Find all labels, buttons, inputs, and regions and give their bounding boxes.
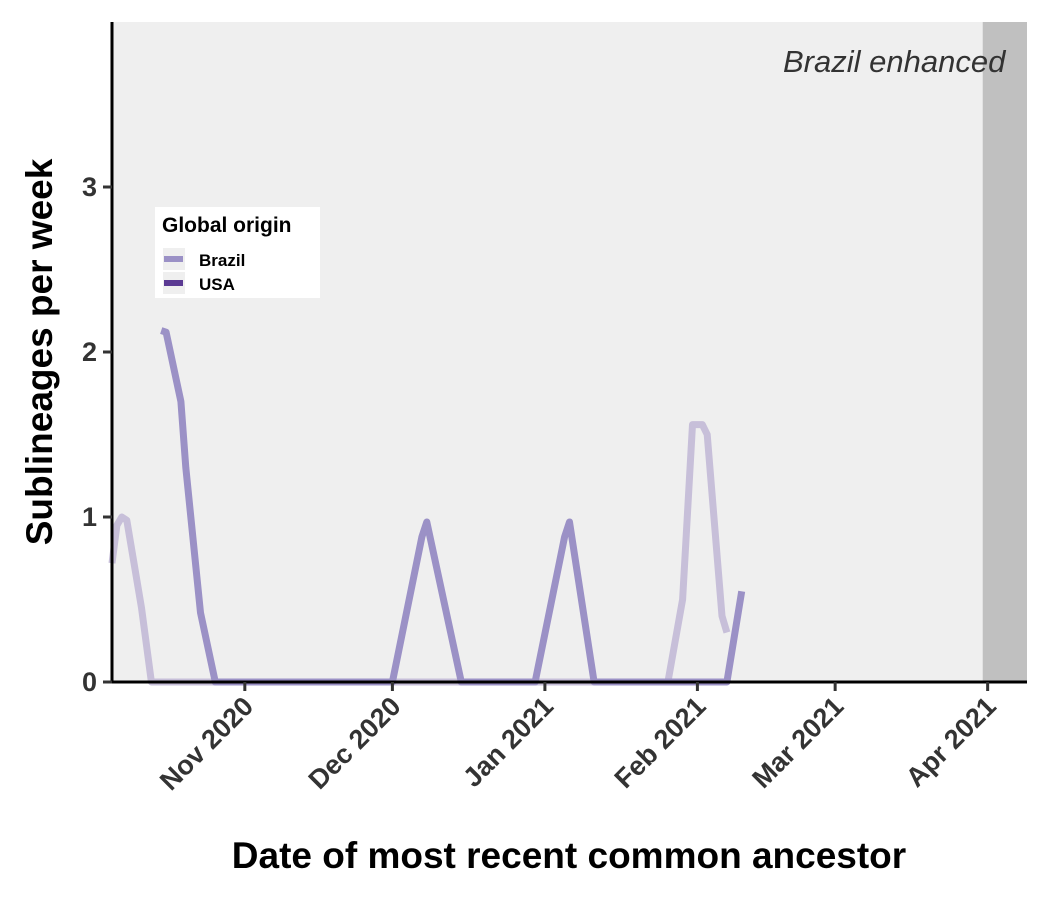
x-tick-label: Mar 2021: [746, 691, 849, 794]
plot-panel-background: [112, 22, 1027, 682]
y-ticks: 0 1 2 3: [82, 172, 112, 697]
x-tick-label: Apr 2021: [900, 691, 1002, 793]
x-ticks: Nov 2020 Dec 2020 Jan 2021 Feb 2021 Mar 2021…: [154, 682, 1002, 796]
legend: Global origin Brazil USA: [155, 207, 320, 298]
legend-swatch-usa: [164, 280, 183, 286]
series-line-brazil: [160, 327, 746, 686]
legend-title: Global origin: [162, 214, 292, 237]
x-tick-label: Jan 2021: [457, 691, 559, 793]
x-tick-label: Nov 2020: [154, 691, 259, 796]
annotation-brazil-enhanced: Brazil enhanced: [783, 44, 1007, 79]
x-axis-title: Date of most recent common ancestor: [232, 835, 906, 876]
y-tick-label: 0: [82, 667, 97, 697]
legend-label-usa: USA: [199, 275, 235, 294]
x-tick-label: Feb 2021: [609, 691, 712, 794]
shaded-region: [982, 22, 1027, 682]
y-tick-label: 3: [82, 172, 97, 202]
legend-swatch-brazil: [164, 256, 183, 262]
y-axis-title: Sublineages per week: [19, 158, 60, 545]
x-tick-label: Dec 2020: [303, 691, 407, 795]
y-tick-label: 1: [82, 502, 97, 532]
y-tick-label: 2: [82, 337, 97, 367]
legend-label-brazil: Brazil: [199, 251, 245, 270]
